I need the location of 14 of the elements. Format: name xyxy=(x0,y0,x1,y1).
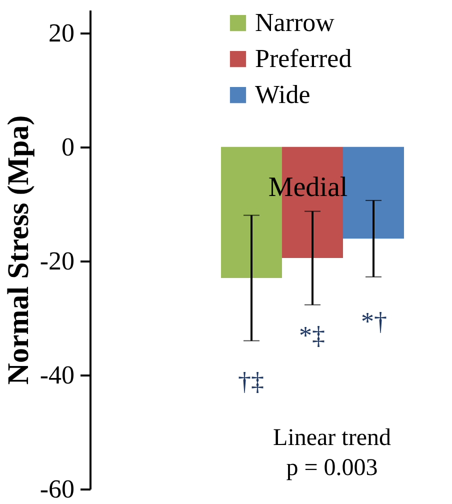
annotation: †‡ xyxy=(238,367,264,396)
annotation: p = 0.003 xyxy=(286,455,378,481)
y-tick-label: 20 xyxy=(48,18,74,48)
y-tick-label: 0 xyxy=(62,132,74,162)
annotation: Linear trend xyxy=(273,425,391,451)
y-tick-label: -20 xyxy=(40,246,74,276)
annotation: *† xyxy=(361,307,387,336)
annotation: *‡ xyxy=(299,321,325,350)
y-tick-label: -40 xyxy=(40,360,74,390)
legend-label: Wide xyxy=(255,80,310,109)
y-tick-label: -60 xyxy=(40,474,74,504)
legend-label: Narrow xyxy=(255,8,335,37)
legend-label: Preferred xyxy=(255,44,352,73)
y-axis-title: Normal Stress (Mpa) xyxy=(2,115,35,385)
